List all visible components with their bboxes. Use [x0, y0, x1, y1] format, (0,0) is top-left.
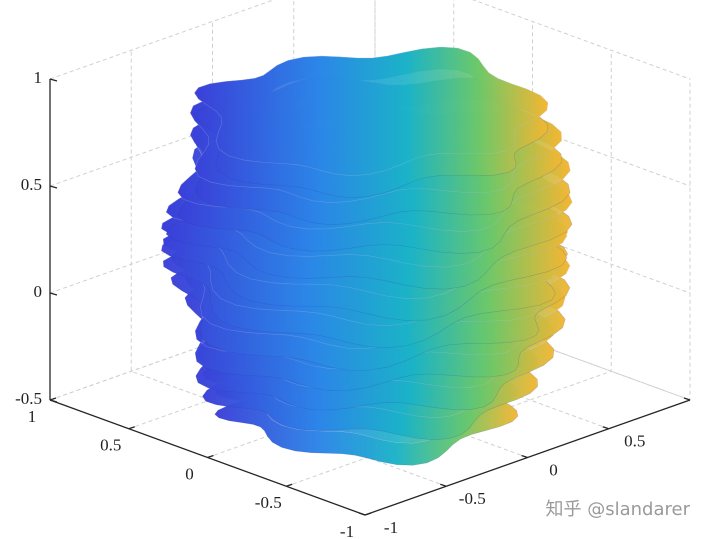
- x-tick: [128, 426, 135, 430]
- z-tick-label: -0.5: [15, 389, 42, 408]
- y-tick-label: 0.5: [624, 432, 645, 451]
- z-tick-label: 0.5: [21, 175, 42, 194]
- y-tick-label: -1: [384, 518, 398, 537]
- y-tick: [602, 426, 609, 430]
- y-tick-label: 0: [549, 460, 558, 479]
- x-tick-label: 1: [28, 407, 37, 426]
- watermark: 知乎 @slandarer: [546, 499, 691, 520]
- z-tick: [49, 399, 58, 403]
- z-tick: [49, 292, 58, 296]
- z-tick-label: 1: [34, 68, 43, 87]
- surface: [161, 46, 573, 466]
- x-tick-label: 0: [185, 464, 194, 483]
- x-tick: [207, 454, 214, 459]
- surface-layer-top: [194, 46, 549, 177]
- x-tick-label: 0.5: [100, 436, 121, 455]
- y-tick-label: -0.5: [459, 489, 486, 508]
- grid-line: [49, 0, 691, 80]
- axes: -1-0.500.51-1-0.500.51-0.500.51: [15, 68, 691, 539]
- y-tick: [440, 483, 447, 487]
- y-tick: [683, 397, 691, 401]
- x-tick-label: -0.5: [255, 493, 282, 512]
- z-tick: [49, 185, 58, 189]
- x-tick: [364, 512, 372, 516]
- z-tick-label: 0: [34, 282, 43, 301]
- z-tick: [49, 78, 58, 82]
- y-tick: [521, 454, 528, 459]
- x-tick: [286, 483, 293, 487]
- x-tick-label: -1: [340, 522, 354, 539]
- y-tick: [358, 512, 366, 516]
